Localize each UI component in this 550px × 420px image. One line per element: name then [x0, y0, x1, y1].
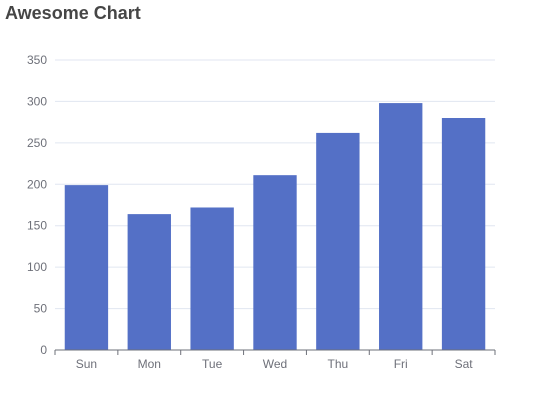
x-tick-label: Wed: [263, 357, 287, 371]
bar-tue: [190, 207, 234, 350]
bar-sun: [64, 185, 109, 350]
x-axis: [54, 349, 496, 355]
x-axis-tick-labels: Sun Mon Tue Wed Thu Fri Sat: [76, 357, 473, 371]
x-tick-label: Thu: [328, 357, 349, 371]
y-tick-label: 50: [34, 302, 48, 316]
y-tick-label: 300: [27, 94, 47, 108]
chart-title: Awesome Chart: [5, 3, 141, 23]
y-tick-label: 150: [27, 219, 47, 233]
x-tick-label: Fri: [394, 357, 408, 371]
x-tick-label: Mon: [138, 357, 161, 371]
y-tick-label: 350: [27, 53, 47, 67]
bar-fri: [379, 103, 423, 350]
bars: [64, 103, 486, 350]
y-axis-tick-labels: 0 50 100 150 200 250 300 350: [27, 53, 47, 357]
bar-thu: [316, 132, 360, 350]
x-tick-label: Sat: [455, 357, 474, 371]
y-tick-label: 200: [27, 177, 47, 191]
bar-mon: [127, 214, 171, 350]
x-tick-label: Sun: [76, 357, 97, 371]
x-tick-label: Tue: [202, 357, 223, 371]
bar-sat: [441, 118, 486, 350]
y-tick-label: 0: [40, 343, 47, 357]
y-tick-label: 250: [27, 136, 47, 150]
bar-wed: [253, 175, 297, 350]
y-tick-label: 100: [27, 260, 47, 274]
